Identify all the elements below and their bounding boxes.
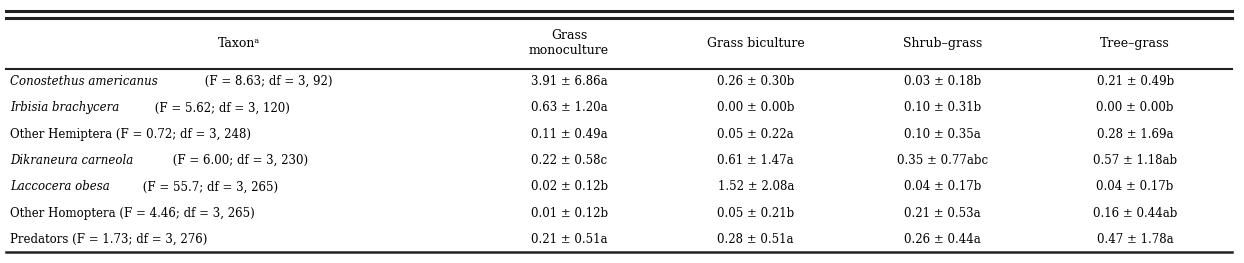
Text: 0.26 ± 0.44a: 0.26 ± 0.44a bbox=[904, 233, 980, 246]
Text: 0.02 ± 0.12b: 0.02 ± 0.12b bbox=[531, 180, 607, 193]
Text: Grass biculture: Grass biculture bbox=[707, 37, 805, 50]
Text: Laccocera obesa: Laccocera obesa bbox=[10, 180, 109, 193]
Text: 0.05 ± 0.21b: 0.05 ± 0.21b bbox=[717, 206, 795, 220]
Text: (F = 8.63; df = 3, 92): (F = 8.63; df = 3, 92) bbox=[200, 75, 332, 88]
Text: 0.00 ± 0.00b: 0.00 ± 0.00b bbox=[717, 102, 795, 114]
Text: 0.57 ± 1.18ab: 0.57 ± 1.18ab bbox=[1093, 154, 1177, 167]
Text: Irbisia brachycera: Irbisia brachycera bbox=[10, 102, 119, 114]
Text: 0.63 ± 1.20a: 0.63 ± 1.20a bbox=[531, 102, 607, 114]
Text: 0.05 ± 0.22a: 0.05 ± 0.22a bbox=[718, 128, 794, 141]
Text: 0.21 ± 0.53a: 0.21 ± 0.53a bbox=[904, 206, 980, 220]
Text: 0.47 ± 1.78a: 0.47 ± 1.78a bbox=[1097, 233, 1173, 246]
Text: (F = 5.62; df = 3, 120): (F = 5.62; df = 3, 120) bbox=[151, 102, 290, 114]
Text: Taxonᵃ: Taxonᵃ bbox=[219, 37, 260, 50]
Text: Shrub–grass: Shrub–grass bbox=[903, 37, 982, 50]
Text: 0.10 ± 0.35a: 0.10 ± 0.35a bbox=[904, 128, 980, 141]
Text: 0.00 ± 0.00b: 0.00 ± 0.00b bbox=[1096, 102, 1174, 114]
Text: Grass
monoculture: Grass monoculture bbox=[529, 29, 610, 57]
Text: 0.26 ± 0.30b: 0.26 ± 0.30b bbox=[717, 75, 795, 88]
Text: 0.04 ± 0.17b: 0.04 ± 0.17b bbox=[1096, 180, 1174, 193]
Text: 0.04 ± 0.17b: 0.04 ± 0.17b bbox=[903, 180, 982, 193]
Text: (F = 6.00; df = 3, 230): (F = 6.00; df = 3, 230) bbox=[169, 154, 309, 167]
Text: 0.35 ± 0.77abc: 0.35 ± 0.77abc bbox=[897, 154, 988, 167]
Text: 0.16 ± 0.44ab: 0.16 ± 0.44ab bbox=[1093, 206, 1177, 220]
Text: Other Homoptera (F = 4.46; df = 3, 265): Other Homoptera (F = 4.46; df = 3, 265) bbox=[10, 206, 255, 220]
Text: Other Hemiptera (F = 0.72; df = 3, 248): Other Hemiptera (F = 0.72; df = 3, 248) bbox=[10, 128, 251, 141]
Text: 1.52 ± 2.08a: 1.52 ± 2.08a bbox=[718, 180, 794, 193]
Text: 0.28 ± 1.69a: 0.28 ± 1.69a bbox=[1097, 128, 1173, 141]
Text: 0.28 ± 0.51a: 0.28 ± 0.51a bbox=[718, 233, 794, 246]
Text: 0.03 ± 0.18b: 0.03 ± 0.18b bbox=[903, 75, 982, 88]
Text: 0.11 ± 0.49a: 0.11 ± 0.49a bbox=[531, 128, 607, 141]
Text: 0.21 ± 0.49b: 0.21 ± 0.49b bbox=[1096, 75, 1174, 88]
Text: Tree–grass: Tree–grass bbox=[1100, 37, 1171, 50]
Text: Predators (F = 1.73; df = 3, 276): Predators (F = 1.73; df = 3, 276) bbox=[10, 233, 208, 246]
Text: Conostethus americanus: Conostethus americanus bbox=[10, 75, 158, 88]
Text: 0.10 ± 0.31b: 0.10 ± 0.31b bbox=[903, 102, 982, 114]
Text: 0.61 ± 1.47a: 0.61 ± 1.47a bbox=[718, 154, 794, 167]
Text: 0.01 ± 0.12b: 0.01 ± 0.12b bbox=[531, 206, 607, 220]
Text: (F = 55.7; df = 3, 265): (F = 55.7; df = 3, 265) bbox=[138, 180, 277, 193]
Text: 0.22 ± 0.58c: 0.22 ± 0.58c bbox=[531, 154, 607, 167]
Text: 0.21 ± 0.51a: 0.21 ± 0.51a bbox=[531, 233, 607, 246]
Text: Dikraneura carneola: Dikraneura carneola bbox=[10, 154, 133, 167]
Text: 3.91 ± 6.86a: 3.91 ± 6.86a bbox=[531, 75, 607, 88]
